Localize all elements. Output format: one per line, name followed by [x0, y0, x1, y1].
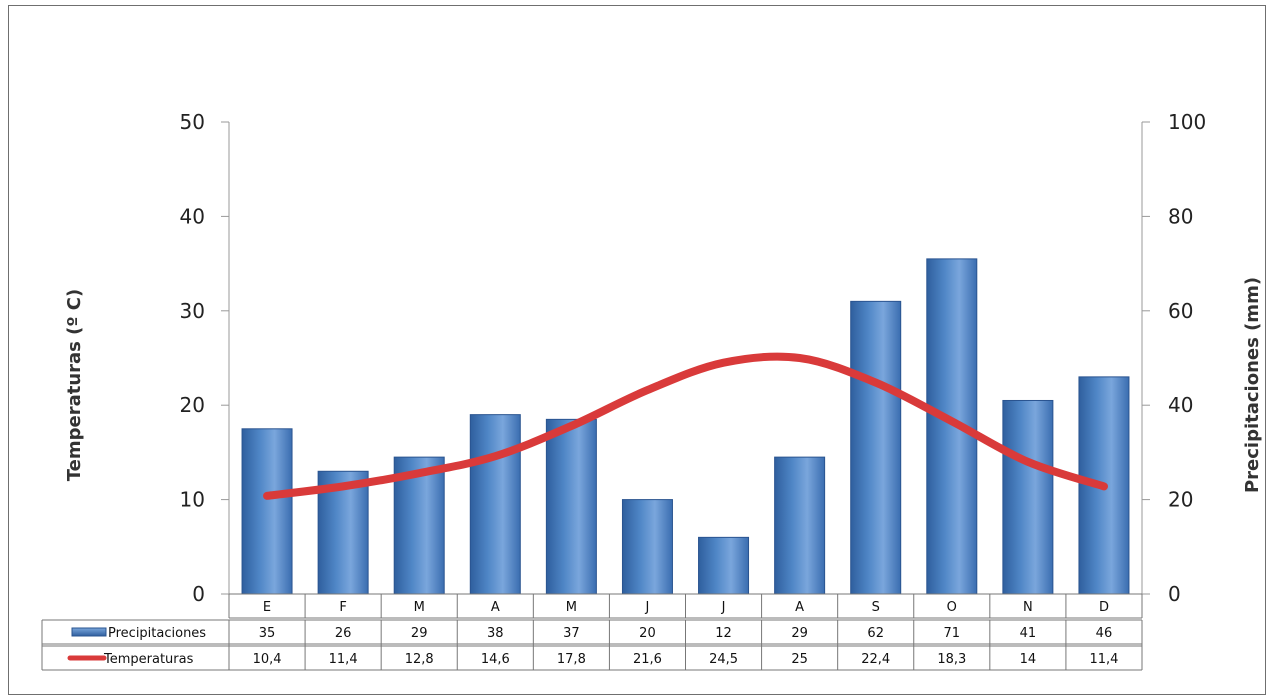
category-label: N — [1023, 600, 1033, 615]
legend-swatch-precipitaciones — [71, 627, 107, 637]
precipitation-bar-8 — [774, 456, 826, 595]
temperature-value: 24,5 — [709, 652, 738, 667]
left-axis-title: Temperaturas (º C) — [64, 289, 85, 481]
axes: 0 10 20 30 40 50 0 20 40 60 80 100 Temperaturas (º C… — [64, 110, 1263, 606]
category-label: A — [491, 600, 500, 615]
precipitation-value: 20 — [639, 626, 656, 641]
temperature-line — [263, 352, 1108, 500]
precipitation-bar-6 — [621, 499, 673, 595]
left-tick-label: 30 — [180, 299, 205, 323]
temperature-value: 11,4 — [1089, 652, 1118, 667]
temperature-value: 14 — [1020, 652, 1037, 667]
category-label: J — [645, 600, 650, 615]
category-label: D — [1099, 600, 1109, 615]
temperature-value: 14,6 — [481, 652, 510, 667]
category-label: M — [566, 600, 577, 615]
precipitation-value: 46 — [1096, 626, 1113, 641]
data-table: E F M A M J J A S O N D Precipitaciones Temperaturas 3… — [41, 593, 1143, 671]
precipitation-value: 12 — [715, 626, 732, 641]
temperature-value: 17,8 — [557, 652, 586, 667]
category-label: O — [947, 600, 957, 615]
temperature-value: 22,4 — [861, 652, 890, 667]
precipitation-bar-1 — [241, 428, 293, 595]
legend-label-precipitaciones: Precipitaciones — [108, 626, 206, 641]
left-tick-label: 20 — [180, 393, 205, 417]
precipitation-value: 29 — [791, 626, 808, 641]
left-tick-label: 10 — [180, 488, 205, 512]
precipitation-value: 37 — [563, 626, 580, 641]
temperature-line-layer — [263, 352, 1108, 500]
precipitation-value: 26 — [335, 626, 352, 641]
left-tick-label: 40 — [180, 204, 205, 228]
precipitation-bar-4 — [469, 414, 521, 595]
left-tick-label: 0 — [192, 582, 205, 606]
category-label: F — [339, 600, 346, 615]
category-label: A — [795, 600, 804, 615]
right-tick-label: 60 — [1168, 299, 1193, 323]
temperature-value: 11,4 — [329, 652, 358, 667]
temperature-value: 12,8 — [405, 652, 434, 667]
category-label: E — [263, 600, 271, 615]
left-tick-label: 50 — [180, 110, 205, 134]
temperature-value: 10,4 — [253, 652, 282, 667]
legend-label-temperaturas: Temperaturas — [103, 652, 194, 667]
precipitation-bar-7 — [698, 536, 750, 595]
temperature-value: 18,3 — [937, 652, 966, 667]
temperature-value: 25 — [791, 652, 808, 667]
right-tick-label: 80 — [1168, 204, 1193, 228]
precipitation-value: 35 — [259, 626, 276, 641]
category-label: J — [721, 600, 726, 615]
right-axis-title: Precipitaciones (mm) — [1242, 277, 1263, 493]
right-tick-label: 0 — [1168, 582, 1181, 606]
precipitation-bars — [241, 258, 1130, 595]
temperature-value: 21,6 — [633, 652, 662, 667]
precipitation-value: 41 — [1020, 626, 1037, 641]
precipitation-value: 71 — [944, 626, 961, 641]
category-label: S — [872, 600, 880, 615]
precipitation-bar-11 — [1002, 399, 1054, 595]
precipitation-value: 38 — [487, 626, 504, 641]
precipitation-bar-5 — [545, 418, 597, 595]
right-tick-label: 20 — [1168, 488, 1193, 512]
precipitation-value: 29 — [411, 626, 428, 641]
precipitation-bar-9 — [850, 300, 902, 595]
precipitation-value: 62 — [867, 626, 884, 641]
category-label: M — [414, 600, 425, 615]
right-tick-label: 40 — [1168, 393, 1193, 417]
right-tick-label: 100 — [1168, 110, 1206, 134]
